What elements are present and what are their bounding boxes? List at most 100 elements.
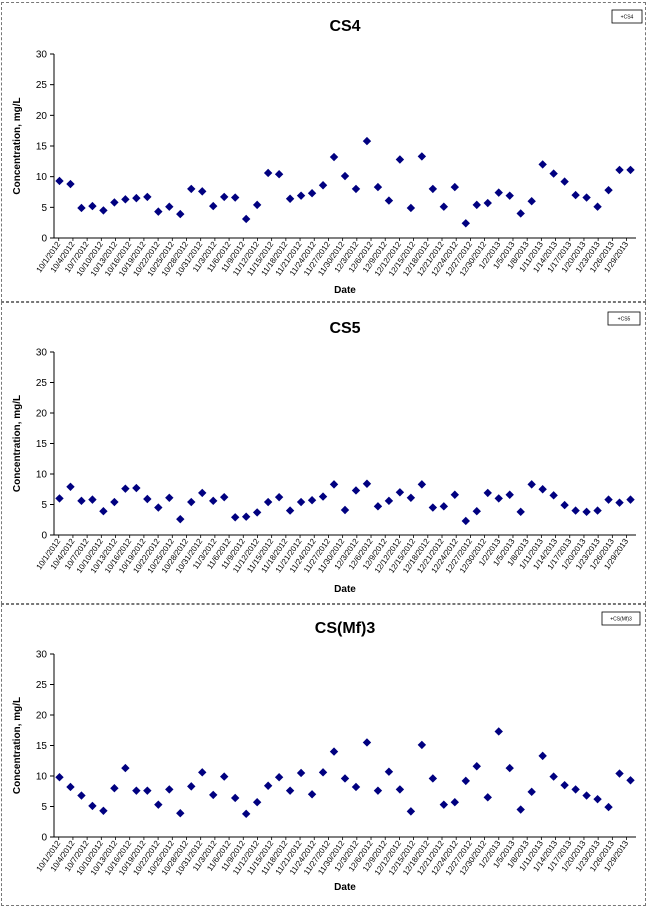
data-point: [593, 794, 602, 804]
data-point: [230, 793, 240, 803]
data-point: [351, 782, 361, 792]
data-point: [472, 507, 481, 516]
data-point: [66, 782, 75, 792]
data-point: [209, 496, 218, 506]
data-point: [241, 214, 251, 224]
data-point: [384, 496, 394, 506]
data-point: [230, 513, 240, 522]
data-point: [494, 727, 503, 736]
chart-title: CS5: [329, 320, 360, 337]
data-point: [395, 488, 405, 497]
data-point: [560, 780, 569, 790]
y-axis-label: Concentration, mg/L: [12, 697, 23, 794]
data-point: [626, 495, 635, 504]
y-tick-label: 25: [36, 378, 48, 389]
y-tick-label: 20: [36, 409, 48, 420]
data-point: [132, 786, 141, 795]
data-point: [527, 480, 536, 489]
data-point: [318, 492, 328, 501]
legend: +CS5: [607, 311, 641, 326]
y-tick-label: 0: [41, 234, 47, 245]
data-point: [88, 201, 97, 211]
chart-title: CS4: [329, 18, 360, 35]
y-tick-label: 0: [41, 833, 47, 844]
data-point: [615, 165, 624, 175]
data-point: [538, 485, 547, 494]
data-point: [362, 738, 372, 747]
legend-entry: +CS(Mf)3: [610, 617, 632, 623]
data-point: [340, 505, 350, 515]
y-tick-label: 10: [36, 470, 48, 481]
data-point: [461, 516, 470, 526]
chart-title: CS(Mf)3: [315, 620, 376, 637]
data-point: [252, 508, 262, 517]
data-point: [362, 479, 372, 488]
data-point: [604, 495, 613, 504]
data-point: [55, 773, 64, 782]
y-tick-label: 30: [36, 50, 48, 61]
data-point: [538, 751, 547, 761]
data-point: [516, 209, 525, 218]
x-axis-label: Date: [334, 882, 356, 893]
data-point: [571, 785, 580, 794]
y-tick-label: 25: [36, 80, 48, 91]
data-point: [340, 171, 350, 181]
data-point: [560, 500, 569, 510]
data-point: [384, 196, 394, 205]
data-point: [307, 790, 317, 799]
data-point: [626, 165, 635, 175]
data-point: [307, 496, 317, 505]
data-point: [99, 206, 108, 215]
data-point: [439, 800, 449, 809]
chart-panel-cs5: CS5 +CS5 0 5 10 15 20 25 30 10/1/2012 10/4/2012 10/…: [1, 302, 646, 604]
data-point: [362, 136, 372, 146]
data-point: [220, 192, 229, 202]
data-point: [66, 179, 75, 189]
y-tick-label: 10: [36, 172, 48, 183]
data-point: [571, 190, 580, 200]
data-point: [472, 200, 481, 210]
data-point: [494, 188, 503, 197]
data-point: [220, 772, 229, 781]
data-point: [527, 197, 536, 206]
data-point: [395, 785, 405, 794]
data-point: [483, 198, 492, 208]
data-point: [77, 496, 86, 506]
data-point: [483, 488, 492, 498]
data-point: [582, 507, 591, 517]
chart-svg: CS4+CS405101520253010/1/201210/4/201210/…: [12, 9, 643, 296]
data-point: [538, 160, 547, 169]
data-point: [263, 497, 273, 507]
y-tick-label: 30: [36, 348, 48, 359]
data-point: [241, 512, 251, 521]
data-point: [505, 763, 514, 773]
y-tick-label: 10: [36, 772, 48, 783]
data-point: [428, 503, 438, 512]
data-point: [209, 790, 218, 800]
y-tick-label: 15: [36, 439, 48, 450]
data-point: [549, 491, 558, 500]
data-point: [505, 191, 514, 200]
data-point: [505, 490, 514, 499]
data-point: [527, 787, 536, 797]
data-point: [143, 494, 152, 504]
data-point: [472, 762, 481, 771]
legend: +CS4: [611, 9, 643, 24]
data-point: [77, 791, 86, 800]
data-point: [329, 747, 339, 756]
data-point: [318, 768, 328, 777]
data-point: [417, 152, 427, 161]
data-point: [483, 793, 492, 802]
data-point: [252, 798, 262, 807]
data-point: [55, 494, 64, 503]
data-point: [165, 785, 174, 794]
data-point: [121, 484, 130, 493]
data-point: [582, 193, 591, 202]
data-point: [154, 207, 163, 216]
data-point: [263, 168, 273, 178]
data-point: [428, 774, 438, 783]
legend: +CS(Mf)3: [601, 611, 641, 626]
data-point: [252, 200, 262, 210]
data-point: [329, 480, 339, 489]
data-point: [274, 170, 284, 179]
